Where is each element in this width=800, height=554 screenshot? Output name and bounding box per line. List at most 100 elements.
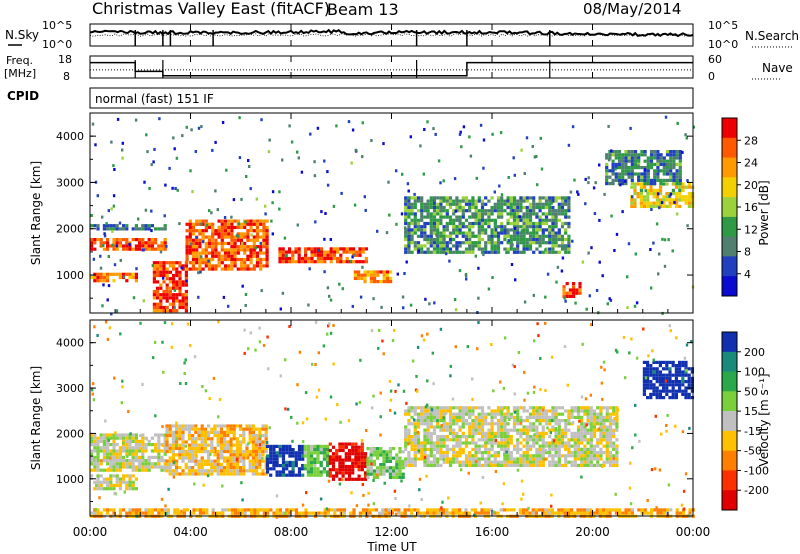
power-cell <box>474 218 478 222</box>
power-cell <box>93 272 97 276</box>
power-cell <box>185 251 189 255</box>
power-cell <box>329 253 333 257</box>
velocity-cell <box>528 422 533 426</box>
velocity-cell <box>96 439 100 443</box>
velocity-cell <box>331 474 336 478</box>
power-cell <box>207 238 212 242</box>
velocity-cell <box>237 508 241 512</box>
power-cell <box>528 202 533 206</box>
velocity-cell <box>141 446 145 450</box>
velocity-cell <box>658 364 662 368</box>
velocity-cell <box>564 435 568 439</box>
power-cell <box>220 267 224 271</box>
velocity-cell <box>242 466 246 470</box>
power-cell <box>259 264 263 268</box>
power-cell <box>544 202 549 206</box>
velocity-cell <box>605 412 609 416</box>
power-cell <box>373 273 377 277</box>
power-cell <box>159 273 163 278</box>
power-cell <box>649 201 653 205</box>
velocity-cell <box>397 383 400 387</box>
power-cell <box>490 228 494 232</box>
velocity-cell <box>163 459 167 463</box>
velocity-cell <box>583 460 587 464</box>
power-cell <box>455 202 459 206</box>
power-cell <box>557 244 561 248</box>
velocity-cell <box>194 424 198 428</box>
velocity-cell <box>301 467 305 471</box>
velocity-cell <box>615 428 619 432</box>
velocity-cell <box>423 415 427 419</box>
velocity-cell <box>288 464 292 468</box>
velocity-cell <box>404 438 408 442</box>
velocity-cell <box>490 428 494 432</box>
velocity-cell <box>96 483 100 488</box>
velocity-cell <box>235 453 239 457</box>
power-cell <box>627 153 631 157</box>
velocity-cell <box>439 444 443 448</box>
power-cell <box>477 237 481 242</box>
power-cell <box>188 261 192 265</box>
power-cell <box>468 237 472 242</box>
power-cell <box>201 229 205 233</box>
power-cell <box>512 231 517 235</box>
power-cell <box>500 205 504 210</box>
power-cell <box>643 198 647 202</box>
velocity-cell <box>445 409 449 413</box>
power-cell <box>106 272 110 276</box>
power-cell <box>154 241 158 245</box>
power-cell <box>217 251 221 255</box>
power-cell <box>249 248 253 252</box>
velocity-cell <box>219 450 223 454</box>
power-cell <box>678 195 682 199</box>
velocity-cell <box>213 430 217 434</box>
power-cell <box>389 270 393 274</box>
velocity-cell <box>265 467 270 471</box>
power-cell <box>152 302 156 306</box>
velocity-cell <box>109 480 113 484</box>
power-cell <box>442 205 446 210</box>
velocity-cell <box>461 447 465 451</box>
power-cell <box>617 175 622 179</box>
power-cell <box>439 234 443 238</box>
velocity-cell <box>474 508 478 512</box>
power-cell <box>468 199 472 203</box>
velocity-cell <box>474 451 478 455</box>
velocity-cell <box>141 468 145 472</box>
velocity-cell <box>395 456 399 460</box>
velocity-cell <box>258 456 262 460</box>
power-cell <box>307 247 311 251</box>
velocity-cell <box>436 460 440 464</box>
power-cell <box>134 238 138 242</box>
power-cell <box>181 296 185 300</box>
velocity-cell <box>347 458 352 462</box>
velocity-cell <box>229 466 233 470</box>
power-cell <box>426 215 430 219</box>
velocity-cell <box>506 406 510 410</box>
velocity-cell <box>347 468 352 472</box>
power-cell <box>172 286 176 290</box>
velocity-cell <box>570 415 574 419</box>
power-cell <box>560 205 565 210</box>
velocity-cell <box>557 457 561 461</box>
velocity-cell <box>658 383 662 387</box>
power-cell <box>458 209 462 213</box>
velocity-cell <box>461 435 465 439</box>
power-cell <box>496 237 501 242</box>
power-cell <box>220 238 224 242</box>
velocity-cell <box>229 443 233 447</box>
velocity-cell <box>570 444 574 448</box>
velocity-cell <box>258 453 262 457</box>
power-cell <box>564 250 568 254</box>
velocity-cell <box>357 452 361 456</box>
power-cell <box>490 196 494 200</box>
velocity-cell <box>423 431 427 435</box>
power-cell <box>214 254 218 258</box>
power-cell <box>246 235 250 239</box>
velocity-cell <box>316 460 320 464</box>
velocity-cell <box>576 463 581 467</box>
velocity-cell <box>535 441 539 445</box>
velocity-cell <box>251 434 255 438</box>
velocity-cell <box>147 459 151 463</box>
power-cell <box>230 248 234 252</box>
